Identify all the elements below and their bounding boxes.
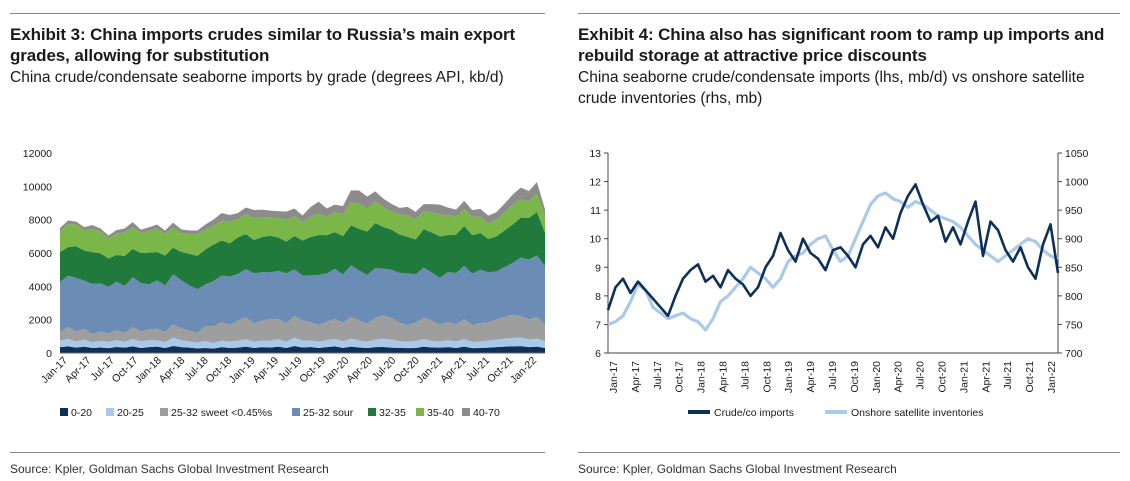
y-tick-label: 8000 — [29, 215, 53, 227]
y-tick-label: 6000 — [29, 248, 53, 260]
y-tick-label: 12000 — [23, 148, 52, 160]
x-tick-label: Oct-17 — [674, 361, 686, 393]
left-tick-label: 12 — [589, 177, 601, 189]
x-tick-label: Jan-21 — [414, 355, 445, 386]
right-tick-label: 700 — [1065, 348, 1083, 360]
legend-label: 25-32 sweet <0.45%s — [171, 407, 272, 419]
bottom-rule — [578, 452, 1120, 453]
x-tick-label: Jul-21 — [1002, 361, 1014, 390]
right-tick-label: 900 — [1065, 234, 1083, 246]
top-rule — [10, 13, 545, 14]
y-tick-label: 2000 — [29, 315, 53, 327]
legend-swatch — [416, 408, 424, 416]
legend-label: Crude/co imports — [714, 407, 794, 419]
x-tick-label: Apr-19 — [805, 361, 817, 393]
exhibit-4-subtitle: China seaborne crude/condensate imports … — [578, 69, 1085, 107]
bottom-rule — [10, 452, 545, 453]
exhibit-4-title: Exhibit 4: China also has significant ro… — [578, 25, 1105, 65]
area-series-2 — [60, 314, 545, 343]
right-tick-label: 1050 — [1065, 148, 1089, 160]
line-series-1 — [607, 191, 1059, 332]
x-tick-label: Apr-19 — [250, 355, 281, 386]
x-tick-label: Jan-17 — [608, 361, 620, 393]
area-series-group — [60, 182, 545, 353]
area-series-4 — [60, 212, 545, 290]
x-tick-label: Jan-18 — [133, 355, 164, 386]
legend-label: 25-32 sour — [303, 407, 354, 419]
left-tick-label: 9 — [595, 262, 601, 274]
legend-swatch — [462, 408, 470, 416]
dual-axis-line-chart: 6 7 8 9 10 11 12 13 700 750 800 850 900 950 1000 1050 Ja… — [589, 148, 1089, 419]
x-tick-label: Oct-19 — [849, 361, 861, 393]
x-tick-label: Jul-20 — [915, 361, 927, 390]
area-series-0 — [60, 346, 545, 353]
top-rule — [578, 13, 1120, 14]
left-tick-label: 11 — [590, 205, 601, 217]
area-series-6 — [60, 182, 545, 239]
x-tick-label: Jan-20 — [871, 361, 883, 393]
exhibit-4-source: Source: Kpler, Goldman Sachs Global Inve… — [578, 462, 897, 476]
x-tick-label: Jan-22 — [1046, 361, 1058, 393]
x-tick-label: Oct-21 — [1024, 361, 1036, 393]
x-tick-label: Jul-17 — [652, 361, 664, 390]
legend-swatch — [60, 408, 68, 416]
right-tick-label: 850 — [1065, 262, 1083, 274]
legend-swatch — [160, 408, 168, 416]
left-tick-label: 6 — [595, 348, 601, 360]
line-series-0 — [606, 183, 1060, 318]
x-tick-label: Apr-21 — [980, 361, 992, 393]
area-series-1 — [60, 337, 545, 349]
x-tick-label: Jan-17 — [39, 355, 70, 386]
legend-label: 35-40 — [427, 407, 454, 419]
x-tick-label: Jan-22 — [508, 355, 539, 386]
x-tick-label: Jan-20 — [320, 355, 351, 386]
right-tick-label: 1000 — [1065, 177, 1089, 189]
left-tick-label: 8 — [595, 291, 601, 303]
exhibit-4-panel: Exhibit 4: China also has significant ro… — [568, 0, 1130, 481]
legend-label: Onshore satellite inventories — [851, 407, 984, 419]
exhibit-3-source: Source: Kpler, Goldman Sachs Global Inve… — [10, 462, 329, 476]
x-tick-label: Apr-21 — [438, 355, 469, 386]
left-tick-label: 13 — [589, 148, 601, 160]
y-tick-label: 10000 — [23, 181, 52, 193]
legend: Crude/co imports Onshore satellite invent… — [688, 407, 984, 419]
x-tick-label: Apr-17 — [630, 361, 642, 393]
exhibit-3-subtitle: China crude/condensate seaborne imports … — [10, 69, 504, 86]
right-tick-label: 800 — [1065, 291, 1083, 303]
x-tick-label: Jul-19 — [827, 361, 839, 390]
legend-label: 40-70 — [473, 407, 500, 419]
x-tick-label: Jan-19 — [227, 355, 258, 386]
legend-label: 20-25 — [117, 407, 144, 419]
x-tick-label: Apr-20 — [893, 361, 905, 393]
legend-swatch — [292, 408, 300, 416]
area-series-5 — [60, 193, 545, 259]
x-tick-label: Oct-18 — [761, 361, 773, 393]
legend-swatch — [106, 408, 114, 416]
x-tick-label: Jan-19 — [783, 361, 795, 393]
x-tick-label: Jan-18 — [696, 361, 708, 393]
legend-label: 0-20 — [71, 407, 92, 419]
left-tick-label: 7 — [595, 319, 601, 331]
exhibit-3-title: Exhibit 3: China imports crudes similar … — [10, 25, 516, 65]
right-tick-label: 950 — [1065, 205, 1083, 217]
x-tick-label: Apr-18 — [718, 361, 730, 393]
exhibit-3-panel: Exhibit 3: China imports crudes similar … — [0, 0, 555, 481]
x-tick-label: Apr-20 — [344, 355, 375, 386]
legend-swatch — [368, 408, 376, 416]
x-tick-label: Oct-20 — [937, 361, 949, 393]
y-tick-label: 0 — [46, 348, 52, 360]
x-tick-label: Apr-17 — [63, 355, 94, 386]
x-tick-label: Jan-21 — [958, 361, 970, 393]
x-tick-label: Jul-18 — [739, 361, 751, 390]
legend: 0-20 20-25 25-32 sweet <0.45%s 25-32 sour 32… — [60, 407, 500, 419]
x-tick-label: Apr-18 — [157, 355, 188, 386]
legend-label: 32-35 — [379, 407, 406, 419]
left-tick-label: 10 — [589, 234, 601, 246]
area-series-3 — [60, 255, 545, 334]
y-tick-label: 4000 — [29, 281, 53, 293]
right-tick-label: 750 — [1065, 319, 1083, 331]
